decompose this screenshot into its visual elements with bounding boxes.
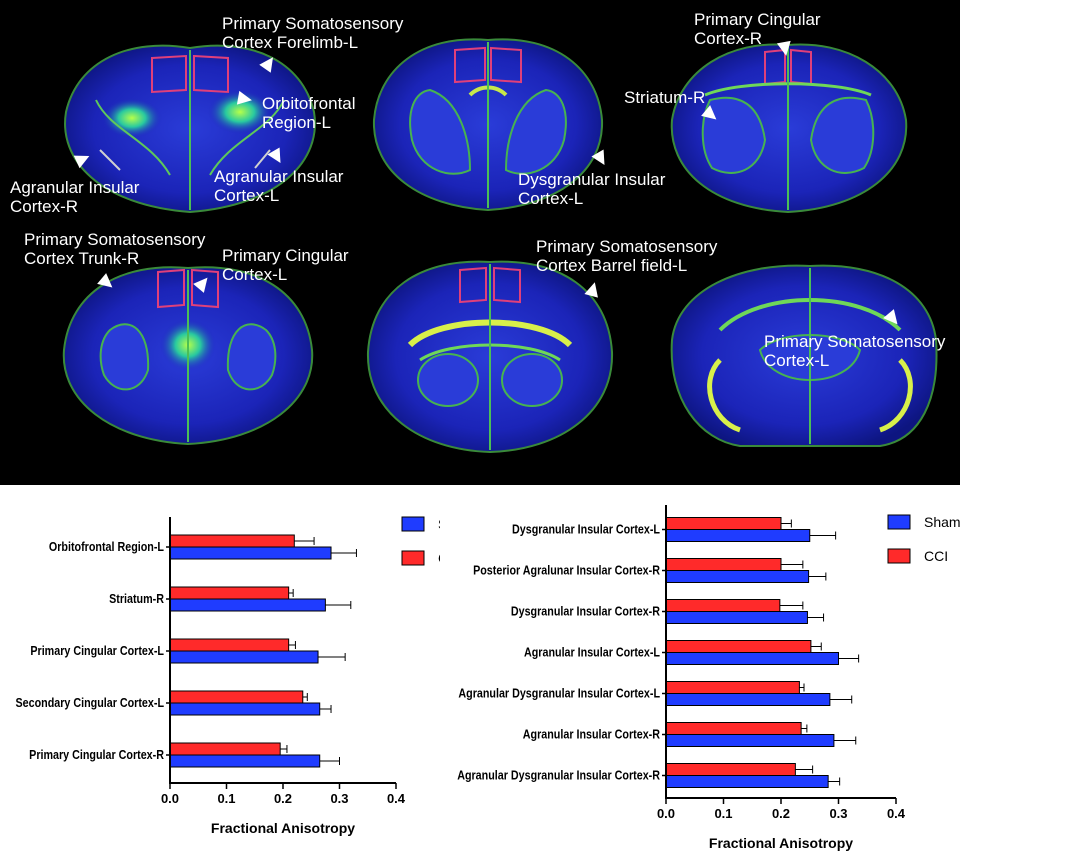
legend-label-cci: CCI [438, 550, 440, 566]
bar-sham [665, 775, 829, 788]
fa-bar-chart-right: Dysgranular Insular Cortex-L Posterior Ag… [457, 505, 961, 851]
annotation-primary-cingular-l: Primary Cingular Cortex-L [222, 246, 349, 284]
category-label: Dysgranular Insular Cortex-R [511, 605, 661, 619]
annotation-line: Striatum-R [624, 88, 706, 107]
bar-sham [665, 611, 808, 624]
annotation-line: Primary Somatosensory [222, 14, 404, 33]
bar-sham [665, 652, 839, 665]
category-label: Primary Cingular Cortex-R [29, 748, 164, 762]
annotation-line: Agranular Insular [10, 178, 140, 197]
annotation-line: Cortex-R [10, 197, 79, 216]
arrow-icon [236, 90, 254, 108]
category-label: Striatum-R [109, 592, 164, 606]
bar-sham [169, 546, 332, 560]
annotation-line: Primary Somatosensory [536, 237, 718, 256]
annotation-line: Cortex-L [214, 186, 280, 205]
annotation-dysgranular-insular-l: Dysgranular Insular Cortex-L [518, 170, 665, 208]
brain-slice-6 [670, 264, 938, 447]
annotation-line: Cortex Forelimb-L [222, 33, 359, 52]
x-tick-label: 0.3 [829, 806, 847, 821]
bar-cci [169, 742, 281, 756]
annotation-line: Primary Cingular [222, 246, 349, 265]
x-tick-label: 0.1 [714, 806, 732, 821]
brain-slice-2 [372, 38, 604, 212]
annotation-line: Cortex Barrel field-L [536, 256, 688, 275]
annotation-agranular-insular-r: Agranular Insular Cortex-R [10, 178, 139, 216]
fa-bar-chart-left: Orbitofrontal Region-L Striatum-R Primary … [15, 516, 440, 836]
category-label: Agranular Dysgranular Insular Cortex-L [458, 687, 660, 701]
legend-label-sham: Sham [924, 514, 961, 530]
x-axis-label: Fractional Anisotropy [709, 835, 853, 851]
bar-cci [665, 640, 812, 653]
annotation-somatosensory-barrel-l: Primary Somatosensory Cortex Barrel fiel… [536, 237, 717, 275]
legend-label-sham: Sham [438, 516, 440, 532]
annotation-primary-cingular-r: Primary Cingular Cortex-R [694, 10, 821, 48]
x-tick-label: 0.4 [387, 791, 406, 806]
brain-mri-panel: Primary Somatosensory Cortex Forelimb-L … [0, 0, 960, 485]
x-tick-label: 0.4 [887, 806, 906, 821]
bar-sham [169, 702, 321, 716]
annotation-line: Primary Somatosensory [24, 230, 206, 249]
x-tick-label: 0.3 [330, 791, 348, 806]
legend-swatch-sham [401, 516, 425, 532]
category-label: Secondary Cingular Cortex-L [15, 696, 164, 710]
annotation-line: Agranular Insular [214, 167, 344, 186]
brain-slices [62, 38, 938, 454]
annotation-line: Dysgranular Insular [518, 170, 666, 189]
brain-slice-4 [62, 266, 314, 446]
annotation-somatosensory-l: Primary Somatosensory Cortex-L [764, 332, 945, 370]
bar-cci [665, 517, 782, 530]
x-tick-label: 0.2 [772, 806, 790, 821]
x-tick-label: 0.2 [274, 791, 292, 806]
annotation-line: Orbitofrontal [262, 94, 356, 113]
legend-swatch-cci [401, 550, 425, 566]
bar-sham [169, 754, 321, 768]
annotation-somatosensory-forelimb-l: Primary Somatosensory Cortex Forelimb-L [222, 14, 403, 52]
category-label: Posterior Agralunar Insular Cortex-R [473, 564, 660, 578]
bar-sham [665, 570, 810, 583]
annotation-agranular-insular-l: Agranular Insular Cortex-L [214, 167, 343, 205]
annotation-somatosensory-trunk-r: Primary Somatosensory Cortex Trunk-R [24, 230, 205, 268]
category-label: Primary Cingular Cortex-L [30, 644, 164, 658]
bar-cci [665, 722, 802, 735]
category-label: Agranular Dysgranular Insular Cortex-R [457, 769, 660, 783]
annotation-line: Cortex-R [694, 29, 763, 48]
annotation-line: Cortex-L [764, 351, 830, 370]
category-label: Dysgranular Insular Cortex-L [512, 523, 660, 537]
bar-sham [665, 734, 835, 747]
brain-slice-3 [670, 43, 908, 214]
category-label: Agranular Insular Cortex-L [524, 646, 660, 660]
bar-sham [169, 650, 319, 664]
brain-slice-1 [64, 44, 316, 214]
bar-cci [665, 599, 781, 612]
x-tick-label: 0.1 [217, 791, 235, 806]
bar-cci [665, 681, 800, 694]
x-tick-label: 0.0 [657, 806, 675, 821]
annotation-line: Cortex-L [518, 189, 584, 208]
bar-sham [169, 598, 326, 612]
legend-swatch-cci [887, 548, 911, 564]
x-tick-label: 0.0 [161, 791, 179, 806]
annotation-striatum-r: Striatum-R [624, 88, 705, 107]
legend-swatch-sham [887, 514, 911, 530]
bar-cci [665, 763, 796, 776]
bar-cci [665, 558, 782, 571]
bar-sham [665, 693, 831, 706]
annotation-line: Cortex-L [222, 265, 288, 284]
bar-cci [169, 690, 304, 704]
bar-cci [169, 586, 290, 600]
annotation-line: Cortex Trunk-R [24, 249, 140, 268]
bar-cci [169, 638, 290, 652]
annotation-line: Region-L [262, 113, 331, 132]
annotation-line: Primary Somatosensory [764, 332, 946, 351]
category-label: Orbitofrontal Region-L [49, 540, 164, 554]
brain-slice-5 [366, 260, 614, 454]
legend-label-cci: CCI [924, 548, 948, 564]
annotation-orbitofrontal-region-l: Orbitofrontal Region-L [262, 94, 356, 132]
annotation-line: Primary Cingular [694, 10, 821, 29]
x-axis-label: Fractional Anisotropy [211, 820, 355, 836]
category-label: Agranular Insular Cortex-R [523, 728, 661, 742]
bar-sham [665, 529, 811, 542]
bar-cci [169, 534, 295, 548]
